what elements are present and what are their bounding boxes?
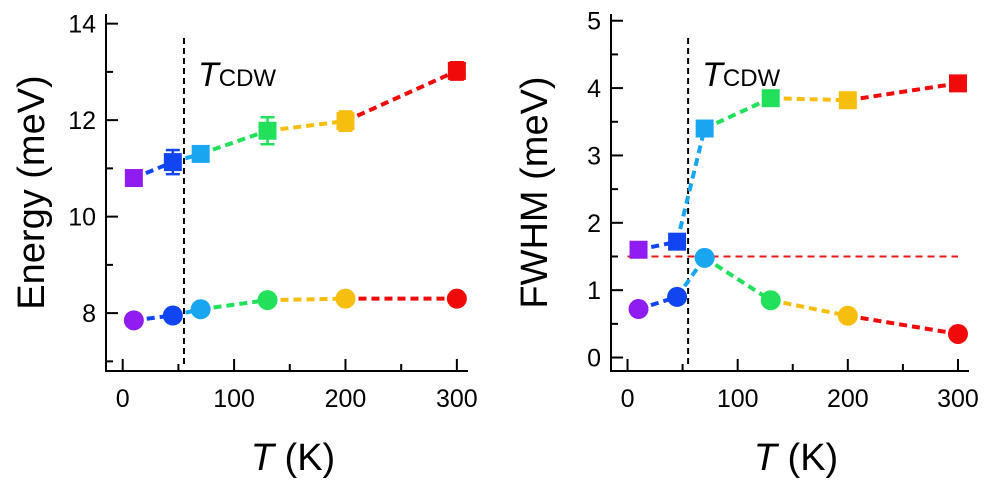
- y-tick-label: 0: [587, 345, 601, 373]
- circle-marker: [446, 288, 467, 309]
- circle-marker: [123, 310, 144, 331]
- y-tick-label: 1: [587, 277, 601, 305]
- circle-marker: [628, 299, 649, 320]
- circle-series-connector: [200, 298, 268, 312]
- square-marker: [948, 74, 967, 93]
- circle-marker: [837, 305, 858, 326]
- y-tick-label: 4: [587, 75, 601, 103]
- tcdw-label: TCDW: [198, 56, 276, 94]
- axes-spine: [610, 14, 969, 372]
- circle-marker: [667, 286, 688, 307]
- x-tick-label: 300: [436, 385, 478, 413]
- square-marker: [838, 91, 857, 110]
- y-tick-label: 3: [587, 142, 601, 170]
- circle-marker: [335, 288, 356, 309]
- circle-marker: [947, 323, 968, 344]
- x-axis-title: T (K): [251, 437, 335, 479]
- x-tick-label: 200: [827, 385, 869, 413]
- y-axis-title: FWHM (meV): [514, 76, 556, 308]
- circle-series-connector: [703, 256, 772, 302]
- x-tick-label: 200: [325, 385, 367, 413]
- x-tick-label: 300: [937, 385, 979, 413]
- square-series-connector: [703, 96, 772, 131]
- x-tick-label: 100: [717, 385, 759, 413]
- circle-marker: [257, 290, 278, 311]
- circle-marker: [190, 299, 211, 320]
- square-series-connector: [675, 128, 707, 243]
- square-marker: [336, 112, 355, 131]
- square-marker: [761, 89, 780, 108]
- circle-marker: [162, 305, 183, 326]
- square-marker: [447, 61, 466, 80]
- y-tick-label: 12: [68, 107, 96, 135]
- x-tick-label: 0: [621, 385, 635, 413]
- square-marker: [695, 119, 714, 138]
- x-axis-title: T (K): [754, 437, 838, 479]
- fwhm-panel: 0 1 2 3 4 5 0 100 200 300 FWHM (meV) T (K) TCDW: [514, 8, 979, 479]
- y-tick-label: 8: [82, 300, 96, 328]
- square-marker: [163, 153, 182, 172]
- square-marker: [668, 232, 687, 251]
- square-series-connector: [267, 119, 346, 133]
- y-tick-label: 10: [68, 204, 96, 232]
- y-tick-label: 5: [587, 8, 601, 36]
- axes-spine: [105, 14, 468, 372]
- y-tick-label: 14: [68, 11, 96, 39]
- square-marker: [258, 121, 277, 140]
- square-series-connector: [200, 128, 269, 156]
- y-axis-title: Energy (meV): [11, 75, 53, 309]
- x-tick-label: 100: [213, 385, 255, 413]
- square-marker: [124, 169, 143, 188]
- tcdw-label: TCDW: [702, 56, 780, 94]
- square-series-connector: [344, 69, 458, 123]
- y-tick-label: 2: [587, 210, 601, 238]
- energy-panel: 8 10 12 14 0 100 200 300 Energy (meV) T (K) TCDW: [11, 11, 478, 479]
- square-series-connector: [770, 96, 848, 103]
- x-tick-label: 0: [116, 385, 130, 413]
- square-marker: [629, 240, 648, 259]
- square-series-connector: [847, 81, 959, 103]
- square-marker: [191, 144, 210, 163]
- circle-series-connector: [770, 298, 849, 318]
- circle-series-connector: [267, 296, 346, 303]
- circle-marker: [694, 247, 715, 268]
- circle-marker: [760, 290, 781, 311]
- circle-series-connector: [847, 313, 959, 336]
